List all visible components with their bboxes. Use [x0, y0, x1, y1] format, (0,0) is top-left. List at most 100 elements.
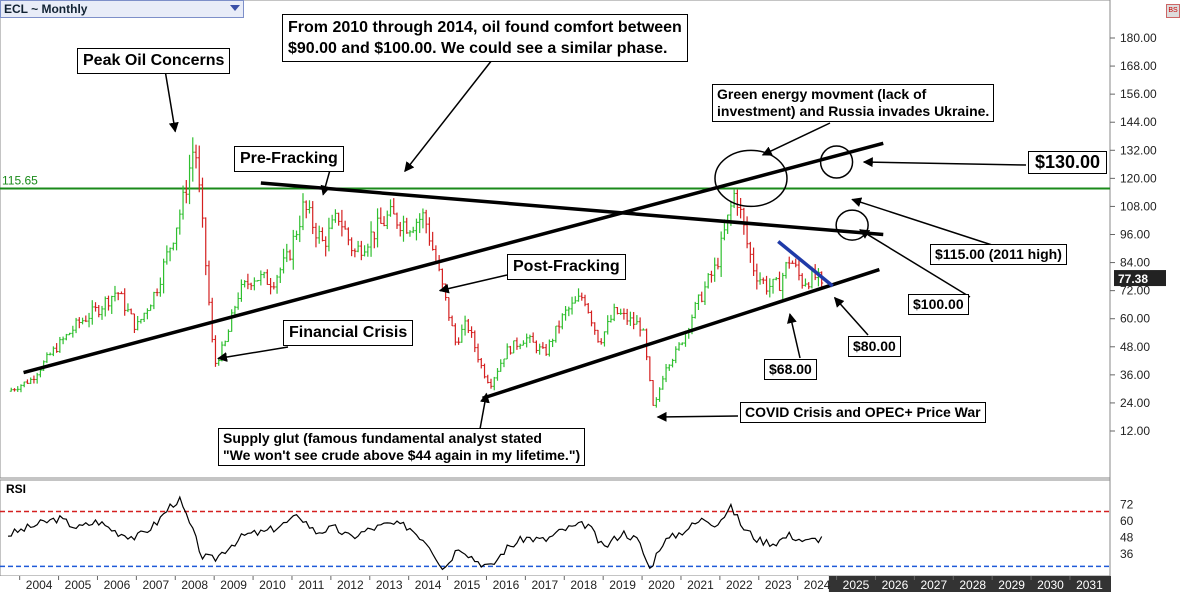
horizontal-level-label: 115.65: [2, 174, 38, 188]
annotation-pre-fracking: Pre-Fracking: [234, 146, 344, 172]
y-tick-label: 60.00: [1120, 312, 1150, 326]
x-tick-label: 2028: [959, 578, 986, 592]
annotation-2010-2014-range: From 2010 through 2014, oil found comfor…: [282, 14, 688, 62]
x-tick-label: 2017: [531, 578, 558, 592]
y-tick-label: 168.00: [1120, 59, 1157, 73]
trend-line-blue-downtrend: [777, 240, 834, 288]
trend-line-channel-support: [482, 267, 880, 400]
annotation-arrow: [320, 169, 331, 196]
y-tick-label: 156.00: [1120, 87, 1157, 101]
x-tick-label: 2013: [376, 578, 403, 592]
x-tick-label: 2008: [181, 578, 208, 592]
x-tick-label: 2006: [104, 578, 131, 592]
x-tick-label: 2020: [648, 578, 675, 592]
x-tick-label: 2025: [843, 578, 870, 592]
annotation-arrow: [859, 229, 971, 298]
rsi-panel-frame: [0, 479, 1111, 577]
x-tick-label: 2009: [220, 578, 247, 592]
x-tick-label: 2005: [65, 578, 92, 592]
y-tick-label: 108.00: [1120, 199, 1157, 213]
annotation-green-energy: Green energy movment (lack of investment…: [712, 84, 995, 122]
annotation-post-fracking: Post-Fracking: [507, 254, 626, 280]
x-tick-label: 2014: [415, 578, 442, 592]
annotation-arrow: [761, 122, 831, 156]
annotation-130: $130.00: [1028, 151, 1108, 174]
last-price-label: 77.38: [1118, 272, 1148, 286]
annotation-80: $80.00: [848, 336, 901, 357]
price-panel-frame: [0, 0, 1111, 479]
annotation-peak-oil: Peak Oil Concerns: [77, 48, 231, 74]
x-tick-label: 2022: [726, 578, 753, 592]
y-tick-label: 12.00: [1120, 424, 1150, 438]
annotation-arrow: [787, 313, 801, 359]
annotation-supply-glut-line2: "We won't see crude above $44 again in m…: [223, 447, 581, 463]
symbol-selector[interactable]: ECL ~ Monthly: [0, 0, 244, 18]
annotation-arrow: [217, 346, 289, 362]
y-tick-label: 120.00: [1120, 171, 1157, 185]
annotation-arrow: [438, 274, 508, 294]
x-tick-label: 2029: [998, 578, 1025, 592]
highlight-circle: [714, 149, 788, 208]
rsi-line: [7, 495, 823, 571]
y-tick-label: 96.00: [1120, 228, 1150, 242]
annotation-covid: COVID Crisis and OPEC+ Price War: [740, 402, 986, 423]
rsi-tick-label: 72: [1120, 498, 1134, 512]
annotation-supply-glut-line1: Supply glut (famous fundamental analyst …: [223, 430, 542, 446]
rsi-tick-label: 36: [1120, 547, 1134, 561]
x-tick-label: 2011: [299, 578, 325, 592]
forecast-band: [828, 576, 1111, 592]
x-tick-label: 2007: [142, 578, 169, 592]
symbol-label: ECL ~ Monthly: [4, 2, 88, 16]
rsi-tick-label: 60: [1120, 514, 1134, 528]
annotation-2010-2014-line1: From 2010 through 2014, oil found comfor…: [288, 19, 682, 36]
annotation-supply-glut: Supply glut (famous fundamental analyst …: [218, 428, 586, 466]
highlight-circle: [819, 145, 854, 179]
annotation-115-2011-high: $115.00 (2011 high): [930, 244, 1067, 265]
y-tick-label: 144.00: [1120, 115, 1157, 129]
x-tick-label: 2015: [454, 578, 481, 592]
x-tick-label: 2027: [920, 578, 947, 592]
y-tick-label: 48.00: [1120, 340, 1150, 354]
x-tick-label: 2016: [493, 578, 520, 592]
x-tick-label: 2030: [1037, 578, 1064, 592]
last-price-tag: [1114, 270, 1166, 287]
x-tick-label: 2023: [765, 578, 792, 592]
annotation-arrow: [833, 296, 869, 336]
annotation-green-energy-line2: investment) and Russia invades Ukraine.: [717, 103, 990, 119]
y-tick-label: 132.00: [1120, 143, 1157, 157]
trend-line-long-term-support: [23, 141, 884, 375]
x-tick-label: 2010: [259, 578, 286, 592]
annotation-arrow: [164, 69, 179, 133]
x-tick-label: 2012: [337, 578, 364, 592]
rsi-tick-label: 48: [1120, 531, 1134, 545]
x-tick-label: 2031: [1076, 578, 1103, 592]
annotation-arrow: [404, 59, 493, 173]
annotation-arrow: [851, 197, 993, 246]
trend-line-pre-fracking-resistance: [260, 181, 884, 237]
y-tick-label: 84.00: [1120, 256, 1150, 270]
chevron-down-icon[interactable]: [230, 5, 240, 11]
y-tick-label: 24.00: [1120, 396, 1150, 410]
annotation-arrow: [862, 157, 1027, 168]
annotation-financial-crisis: Financial Crisis: [283, 320, 414, 346]
x-tick-label: 2004: [26, 578, 53, 592]
x-tick-label: 2018: [570, 578, 597, 592]
date-axis-band: [0, 576, 829, 592]
annotation-68: $68.00: [764, 359, 817, 380]
x-tick-label: 2019: [609, 578, 636, 592]
x-tick-label: 2024: [804, 578, 831, 592]
settings-icon[interactable]: BS: [1166, 4, 1180, 18]
x-tick-label: 2021: [687, 578, 714, 592]
y-tick-label: 72.00: [1120, 284, 1150, 298]
annotation-arrow: [479, 392, 490, 430]
annotation-arrow: [656, 411, 739, 422]
annotation-2010-2014-line2: $90.00 and $100.00. We could see a simil…: [288, 40, 668, 57]
x-tick-label: 2026: [882, 578, 909, 592]
rsi-title: RSI: [6, 482, 27, 496]
annotation-100: $100.00: [908, 294, 969, 315]
highlight-circle: [835, 209, 869, 241]
y-tick-label: 36.00: [1120, 368, 1150, 382]
y-tick-label: 180.00: [1120, 31, 1157, 45]
